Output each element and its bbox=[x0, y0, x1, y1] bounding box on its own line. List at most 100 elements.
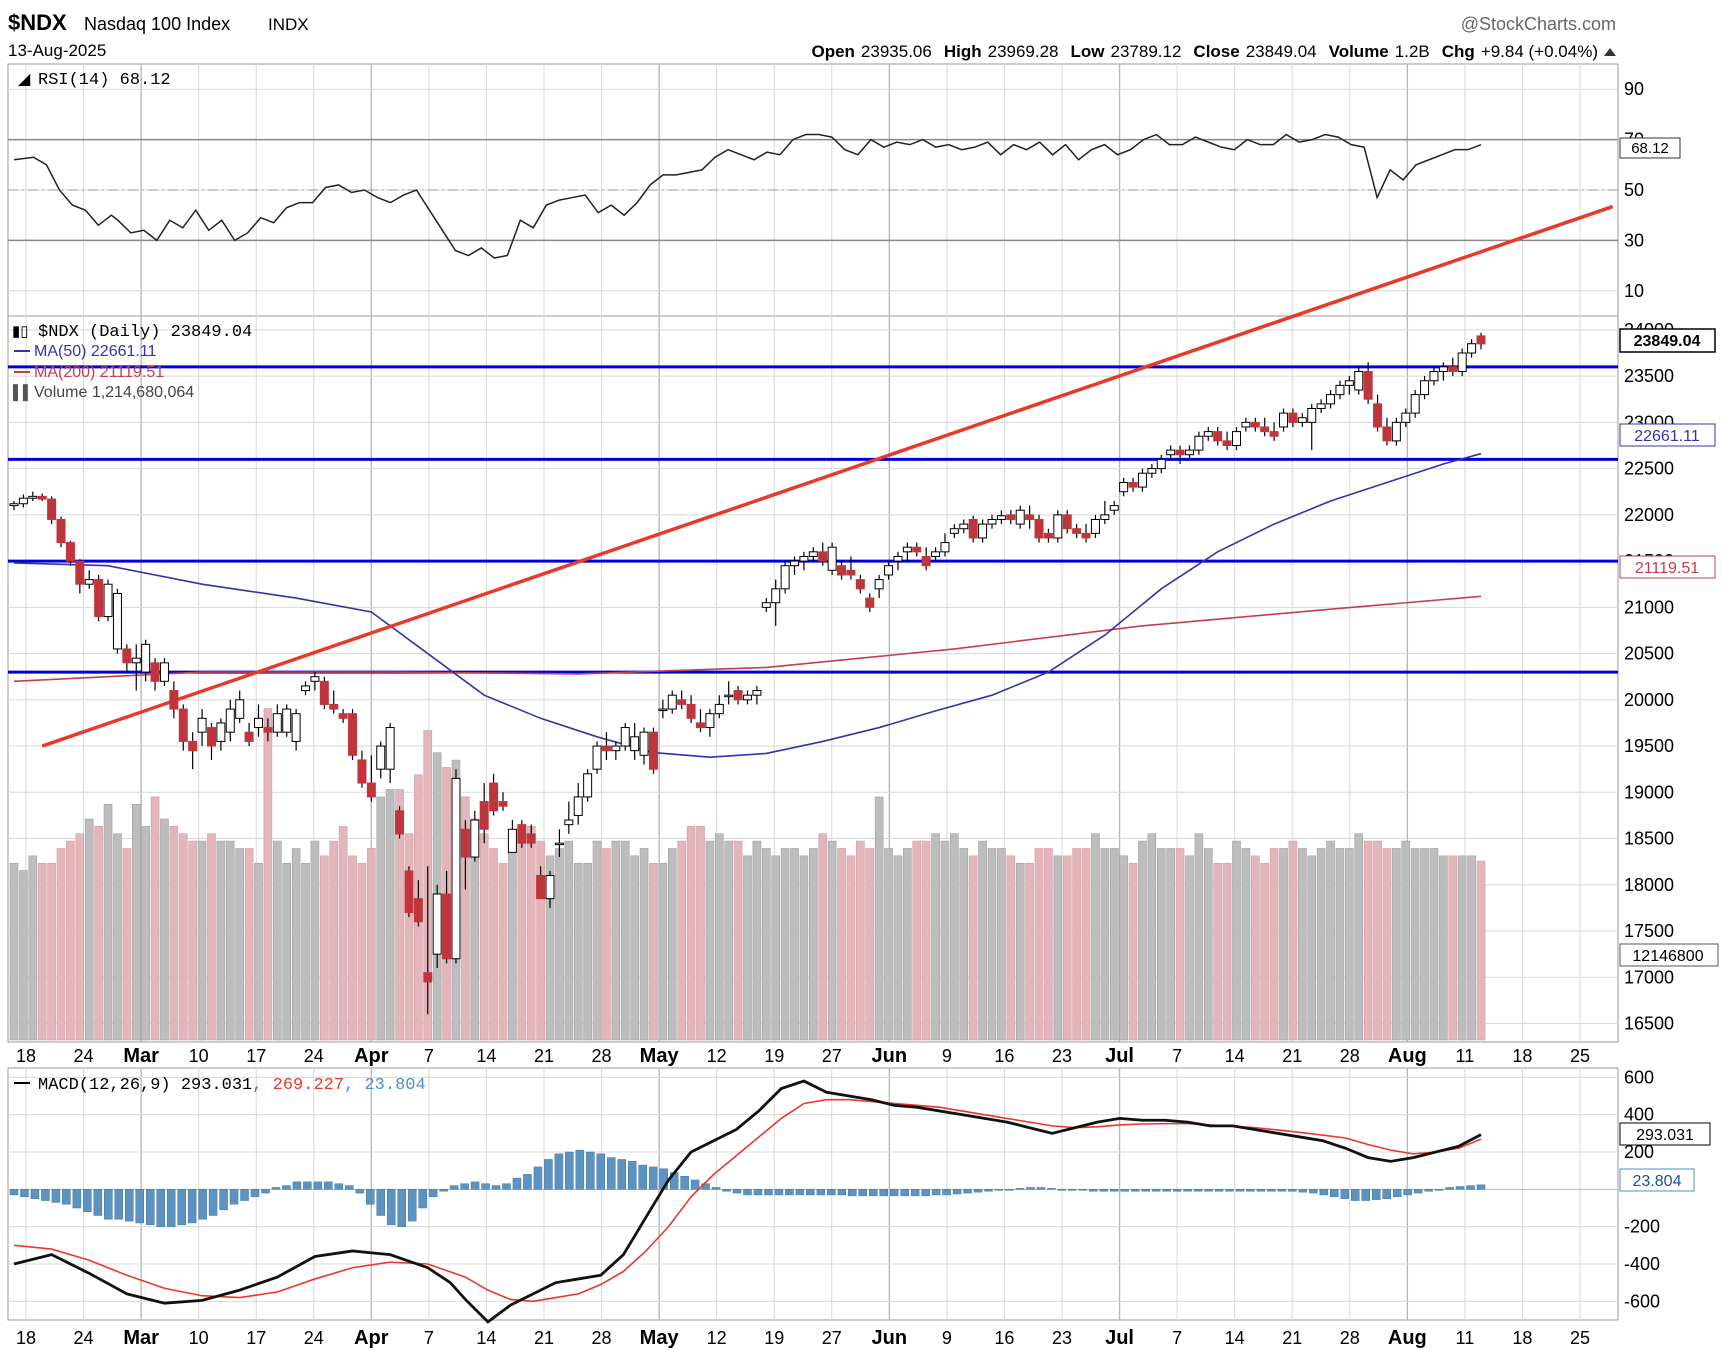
macd-histogram-bar bbox=[1361, 1189, 1370, 1201]
volume-bar bbox=[1260, 862, 1270, 1041]
macd-legend-blue: , 23.804 bbox=[344, 1076, 426, 1095]
volume-bar bbox=[564, 840, 574, 1041]
candle bbox=[959, 519, 969, 534]
x-axis-label: 14 bbox=[1225, 1046, 1245, 1066]
candle-body bbox=[206, 727, 216, 747]
macd-histogram-bar bbox=[1078, 1189, 1088, 1191]
volume-bar bbox=[376, 796, 386, 1041]
x-axis-label: 18 bbox=[16, 1328, 36, 1348]
candle-body bbox=[818, 551, 828, 562]
candle-body bbox=[1156, 458, 1166, 470]
candle bbox=[1053, 510, 1063, 543]
volume-bar bbox=[893, 855, 903, 1041]
macd-histogram-bar bbox=[764, 1189, 773, 1196]
macd-histogram-bar bbox=[1015, 1188, 1025, 1190]
macd-histogram-bar bbox=[848, 1189, 857, 1197]
x-axis-label: 28 bbox=[1340, 1046, 1360, 1066]
volume-bar bbox=[555, 848, 564, 1041]
macd-histogram-bar bbox=[376, 1189, 385, 1216]
volume-bar bbox=[489, 848, 498, 1041]
macd-histogram-bar bbox=[324, 1181, 333, 1190]
candle-body bbox=[1279, 412, 1289, 428]
volume-bar bbox=[122, 848, 132, 1041]
volume-bar bbox=[1476, 860, 1486, 1041]
volume-bar bbox=[1175, 848, 1185, 1041]
rsi-tag-box bbox=[1619, 137, 1681, 159]
candle bbox=[1222, 431, 1232, 451]
candle bbox=[84, 570, 94, 589]
candle bbox=[206, 722, 216, 760]
price-axis-label: 18500 bbox=[1624, 829, 1674, 849]
candle bbox=[752, 685, 762, 705]
volume-bar bbox=[950, 833, 959, 1041]
candle-body bbox=[188, 740, 198, 752]
volume-bar bbox=[799, 855, 809, 1041]
candle-body bbox=[1203, 431, 1213, 437]
candle bbox=[1147, 463, 1157, 478]
candle-body bbox=[667, 694, 677, 710]
candle-body bbox=[1053, 514, 1063, 539]
volume-bar bbox=[545, 855, 555, 1041]
x-axis-label: 14 bbox=[476, 1328, 496, 1348]
candle bbox=[573, 783, 583, 825]
candle-body bbox=[1260, 426, 1270, 433]
candle-body bbox=[9, 503, 19, 507]
volume-bar bbox=[1382, 848, 1392, 1041]
volume-bar bbox=[329, 840, 339, 1041]
macd-histogram-bar bbox=[785, 1189, 794, 1196]
volume-bar bbox=[1354, 833, 1364, 1041]
candle bbox=[667, 690, 677, 714]
candle-body bbox=[254, 717, 263, 729]
volume-bar bbox=[611, 840, 621, 1041]
x-axis-label: 7 bbox=[424, 1046, 434, 1066]
macd-histogram-bar bbox=[439, 1189, 448, 1192]
candle bbox=[808, 547, 818, 562]
volume-bar bbox=[19, 870, 28, 1041]
candle bbox=[695, 709, 705, 733]
x-axis-label: 16 bbox=[994, 1328, 1014, 1348]
candle bbox=[329, 690, 339, 714]
candle bbox=[1279, 408, 1289, 432]
volume-bar bbox=[320, 855, 329, 1041]
candle-body bbox=[18, 497, 28, 505]
candle-body bbox=[94, 579, 104, 618]
volume-bar bbox=[733, 840, 743, 1041]
macd-histogram-bar bbox=[732, 1189, 742, 1194]
candle bbox=[1476, 332, 1486, 350]
candle bbox=[319, 676, 329, 710]
volume-bar bbox=[282, 862, 292, 1041]
candle bbox=[291, 709, 301, 751]
candle bbox=[1457, 348, 1467, 377]
candle bbox=[357, 750, 367, 788]
macd-histogram-bar bbox=[753, 1189, 763, 1196]
volume-bar bbox=[1062, 855, 1072, 1041]
candle-body bbox=[1429, 370, 1439, 382]
candle-body bbox=[1081, 532, 1091, 539]
x-axis-label: Aug bbox=[1388, 1327, 1427, 1349]
candle-body bbox=[432, 893, 442, 955]
x-axis-label: Aug bbox=[1388, 1045, 1427, 1067]
volume-bar bbox=[207, 833, 216, 1041]
close-label: Close bbox=[1193, 42, 1239, 61]
candle bbox=[159, 658, 169, 686]
macd-histogram-bar bbox=[470, 1181, 480, 1190]
candle-body bbox=[583, 773, 593, 798]
x-axis-label: 21 bbox=[534, 1328, 554, 1348]
volume-bars bbox=[9, 708, 1486, 1041]
trend-line bbox=[41, 204, 1614, 748]
candle-body bbox=[827, 546, 837, 571]
x-axis-label: 17 bbox=[246, 1046, 266, 1066]
macd-histogram-bar bbox=[1455, 1186, 1465, 1190]
macd-histogram-bar bbox=[816, 1189, 826, 1196]
macd-histogram-bar bbox=[491, 1185, 501, 1190]
macd-histogram-bar bbox=[910, 1189, 920, 1197]
candle-body bbox=[103, 583, 113, 618]
macd-histogram-bar bbox=[1130, 1189, 1140, 1192]
x-axis-label: 14 bbox=[476, 1046, 496, 1066]
x-axis-label: 24 bbox=[304, 1046, 324, 1066]
macd-legend-text: MACD(12,26,9) 293.031, 269.227, 23.804 bbox=[38, 1076, 426, 1095]
macd-histogram-bar bbox=[931, 1189, 941, 1196]
volume-bar bbox=[357, 862, 367, 1041]
candle bbox=[554, 829, 564, 858]
macd-histogram-bar bbox=[1172, 1189, 1182, 1192]
